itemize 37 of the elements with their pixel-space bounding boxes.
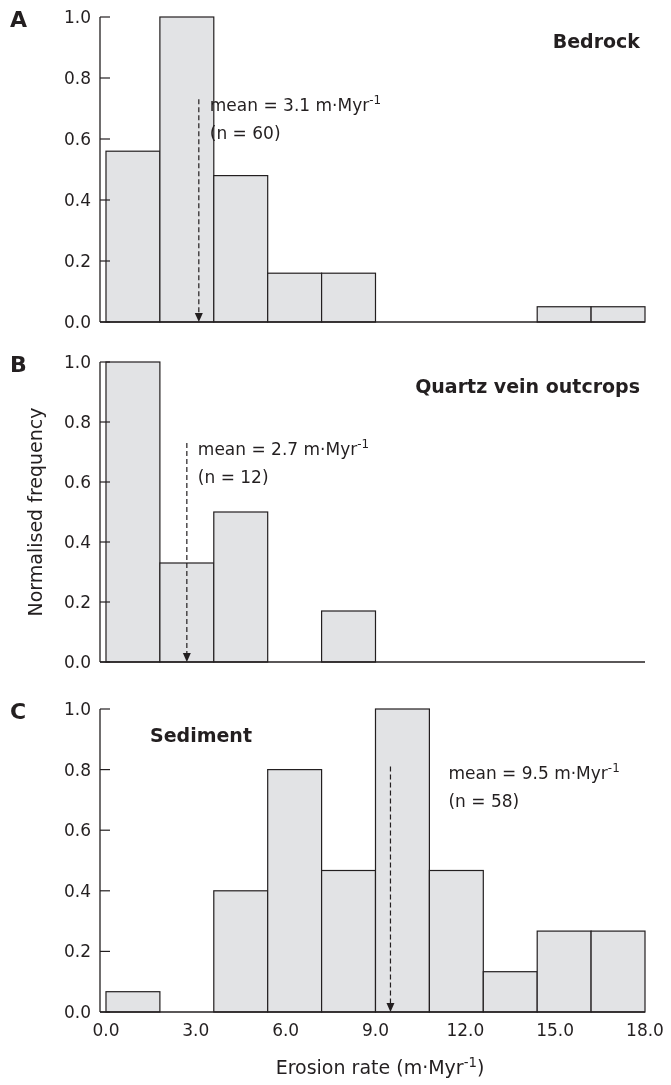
text: B [10,352,27,377]
y-tick-label: 0.0 [63,651,91,672]
y-tick-label: 1.0 [63,698,91,719]
y-tick-label: 0.8 [63,411,91,432]
text: Sediment [150,724,252,746]
y-tick-label: 0.6 [63,820,91,841]
y-tick-label: 1.0 [63,351,91,372]
y-tick-label: 1.0 [63,6,91,27]
text: A [10,7,28,32]
x-tick-label: 9.0 [361,1020,390,1040]
x-tick-label: 3.0 [182,1020,210,1040]
y-tick-label: 0.4 [63,531,91,552]
y-tick-label: 0.4 [63,189,91,210]
y-axis-title: Normalised frequency [24,407,46,617]
y-tick-label: 0.0 [63,311,91,332]
ref-line-label: mean = 2.7 m·Myr$^{-1}$ [197,437,370,459]
y-tick-label: 0.2 [63,250,91,271]
y-tick-label: 0.4 [63,880,91,901]
y-tick-label: 0.8 [63,67,91,88]
x-axis-title: Erosion rate (m·Myr$^{-1}$) [275,1054,485,1078]
text: C [10,699,27,724]
y-tick-label: 0.8 [63,759,91,780]
x-tick-label: 18.0 [626,1020,664,1040]
y-tick-label: 0.0 [63,1001,91,1022]
y-tick-label: 0.2 [63,591,91,612]
y-tick-label: 0.2 [63,941,91,962]
y-tick-label: 0.6 [63,128,91,149]
x-tick-label: 12.0 [446,1020,485,1040]
x-tick-label: 15.0 [536,1020,575,1040]
text: Bedrock [552,30,641,52]
annotation: (n = 12) [197,467,269,487]
y-tick-label: 0.6 [63,471,91,492]
annotation: (n = 58) [448,790,520,811]
x-tick-label: 6.0 [272,1020,300,1040]
ref-line-label: mean = 9.5 m·Myr$^{-1}$ [448,760,620,783]
x-tick-label: 0.0 [92,1020,120,1040]
text: Quartz vein outcrops [415,375,640,397]
